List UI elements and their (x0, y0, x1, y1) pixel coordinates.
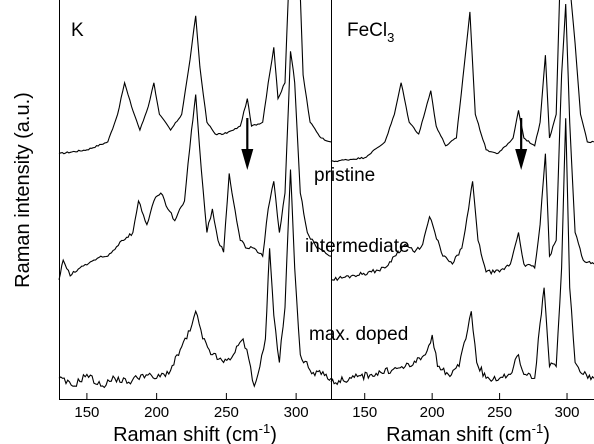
panel-1-x-tick-label-200: 200 (420, 404, 445, 421)
panel-0-down-arrow-icon (241, 118, 254, 170)
panel-1-down-arrow-icon (515, 118, 528, 170)
panel-1-x-tick-label-300: 300 (555, 404, 580, 421)
series-label-pristine: pristine (314, 165, 375, 186)
panel-k-x-axis-label: Raman shift (cm-1) (113, 421, 277, 444)
panel-k-label: K (71, 20, 84, 41)
panel-k: K Raman shift (cm-1) 150 200 250 300 (58, 0, 332, 444)
panel-1-series-intermediate (330, 3, 594, 282)
panel-1-series-max-doped (330, 118, 594, 386)
panel-fecl3: FeCl3 Raman shift (cm-1) 150 200 250 300 (330, 0, 594, 444)
panel-fecl3-x-axis-label-sup: -1 (532, 421, 544, 436)
panel-k-x-axis-label-main: Raman shift (cm (113, 424, 259, 444)
panel-k-x-axis-label-close: ) (270, 424, 277, 444)
y-axis-label: Raman intensity (a.u.) (12, 92, 34, 288)
panel-k-x-axis-label-sup: -1 (259, 421, 271, 436)
panel-fecl3-x-axis-label-close: ) (543, 424, 550, 444)
panel-1-x-tick-label-150: 150 (352, 404, 377, 421)
panel-0-x-tick-label-150: 150 (74, 404, 99, 421)
panel-0-x-tick-label-200: 200 (144, 404, 169, 421)
panel-fecl3-x-axis-label: Raman shift (cm-1) (386, 421, 550, 444)
series-label-intermediate: intermediate (305, 236, 410, 257)
panel-0-series-intermediate (58, 51, 332, 280)
panel-fecl3-label: FeCl3 (347, 20, 394, 45)
panel-fecl3-label-main: FeCl (347, 20, 387, 41)
panel-0-x-tick-label-300: 300 (284, 404, 309, 421)
panel-0-series-max-doped (58, 169, 332, 389)
panel-fecl3-label-sub: 3 (387, 30, 394, 45)
panel-0-series-pristine (58, 0, 332, 155)
panel-1-series-pristine (330, 0, 594, 163)
panel-fecl3-x-axis-label-main: Raman shift (cm (386, 424, 532, 444)
panel-1-x-tick-label-250: 250 (487, 404, 512, 421)
series-label-max-doped: max. doped (309, 324, 408, 345)
panel-0-x-tick-label-250: 250 (214, 404, 239, 421)
